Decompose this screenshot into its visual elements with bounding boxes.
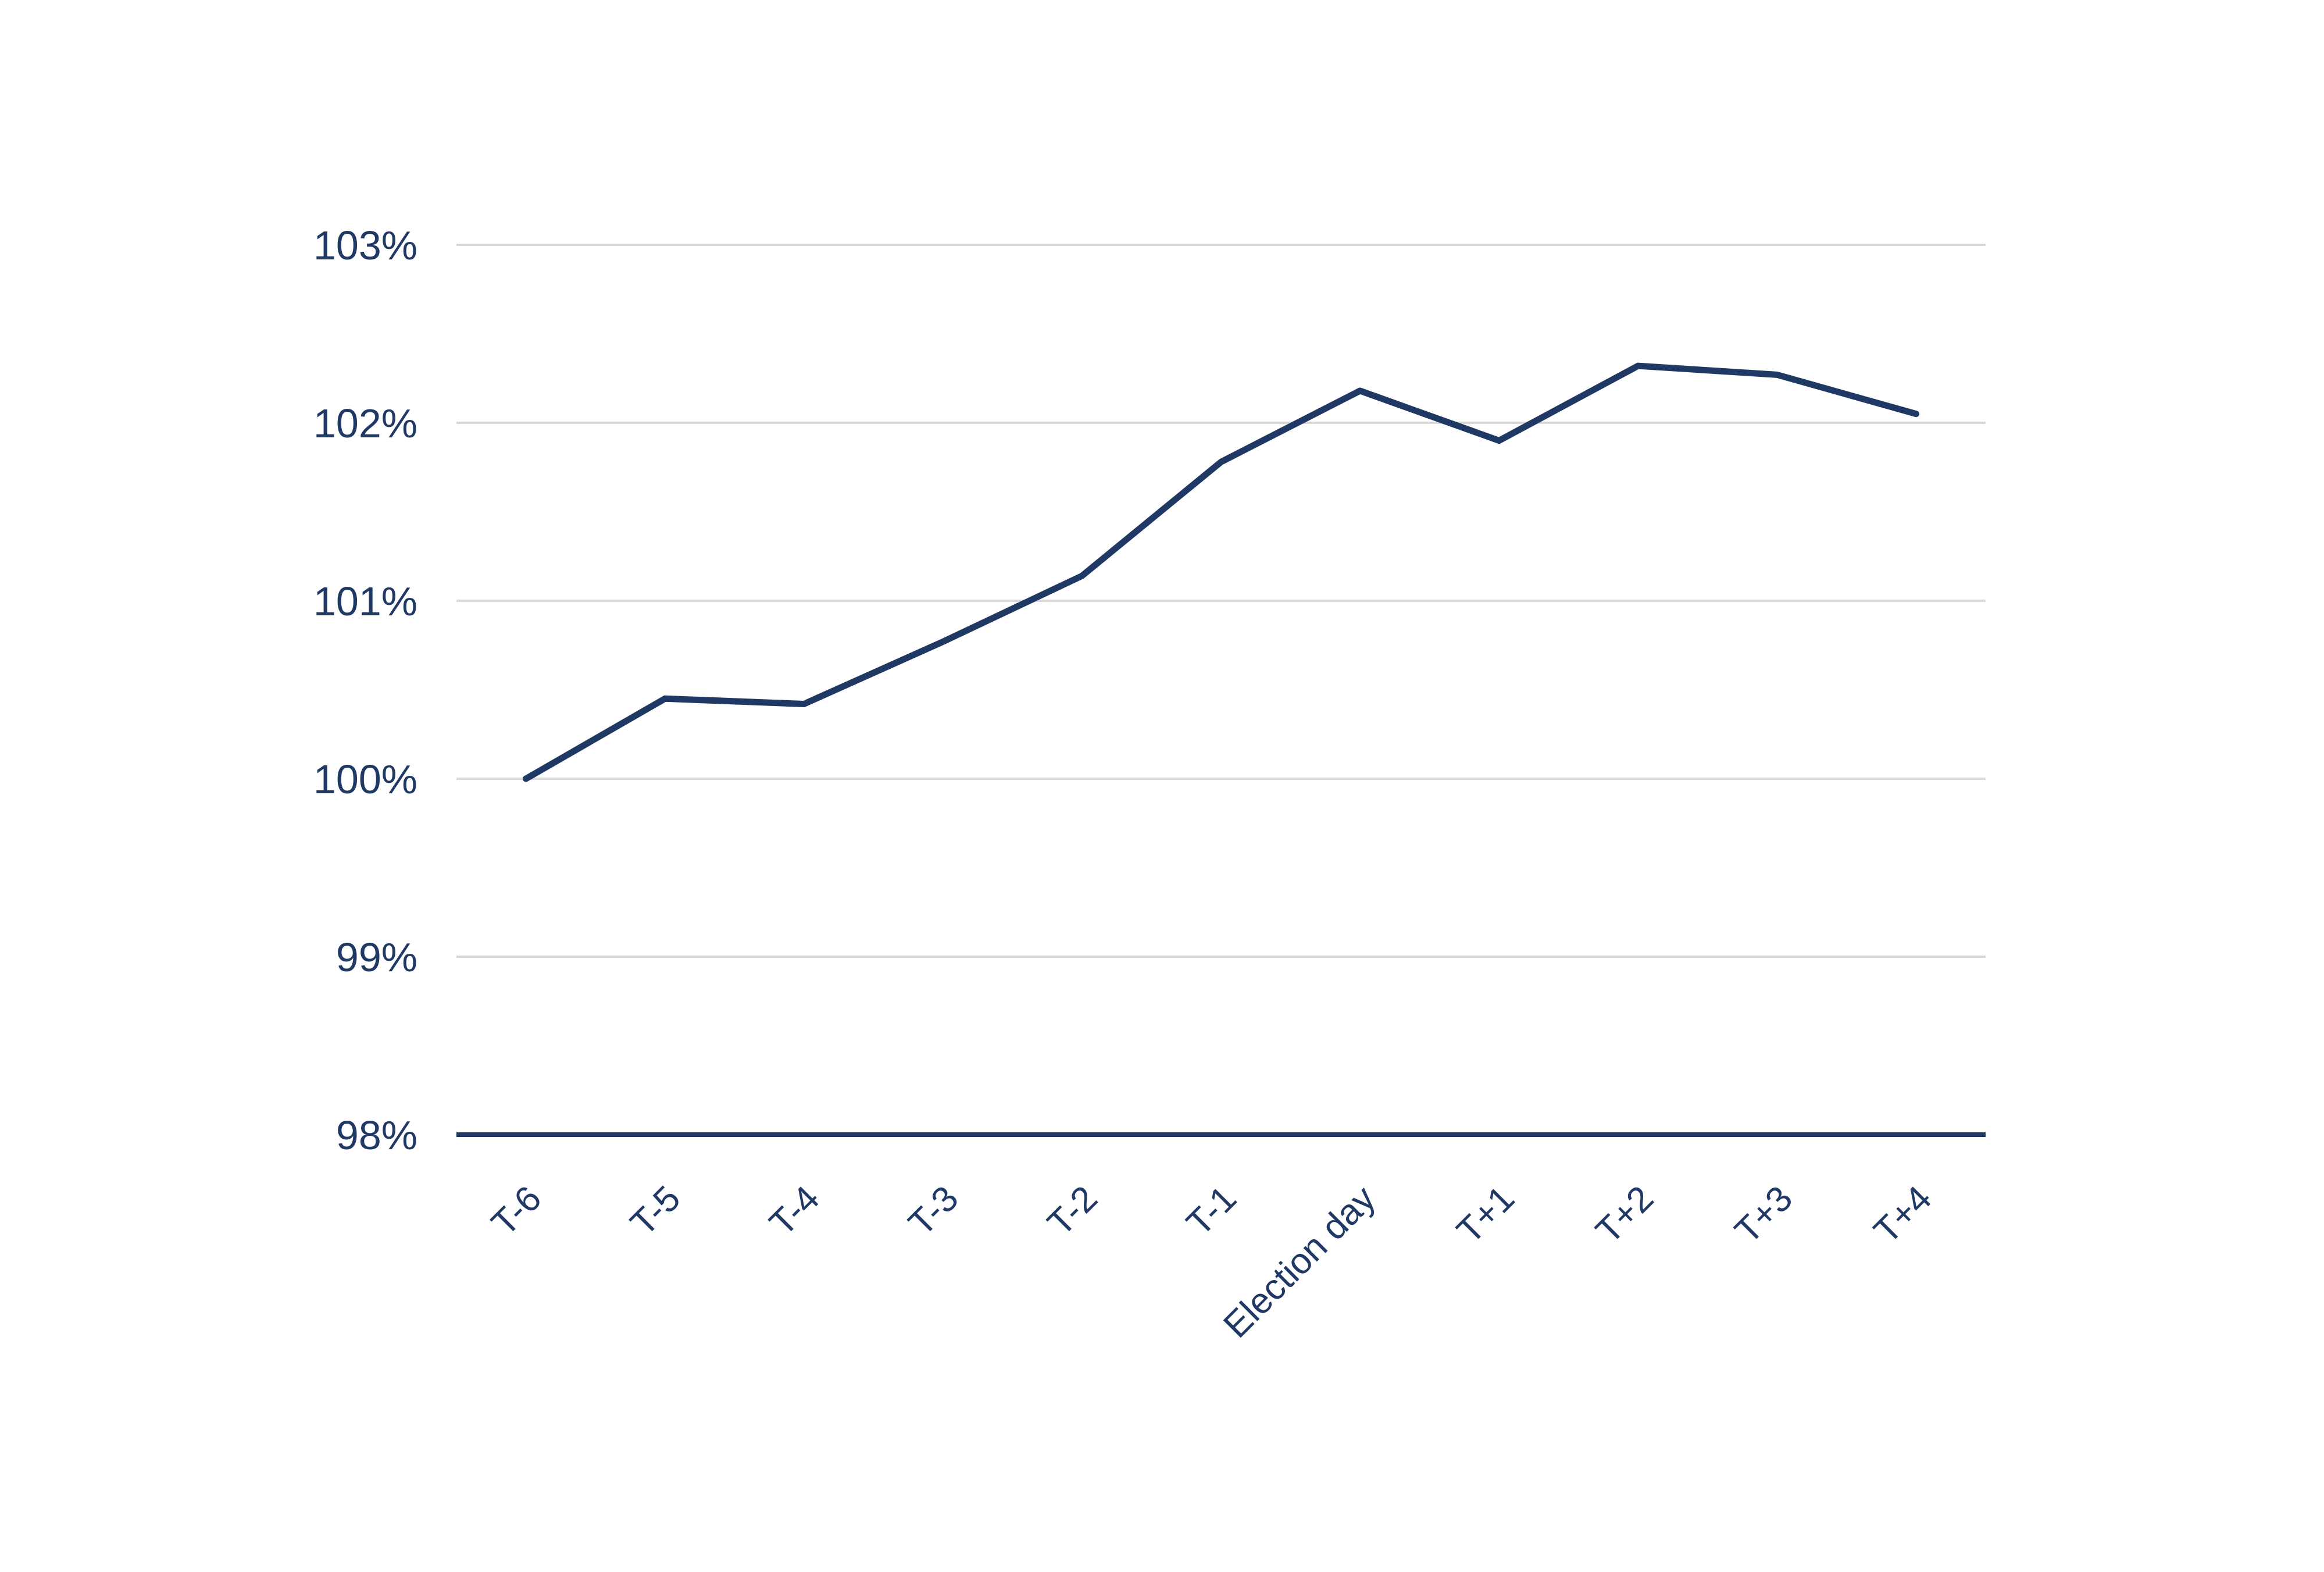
gridlines — [456, 244, 1986, 1137]
x-axis-tick-label: T-5 — [623, 1178, 688, 1243]
x-axis-tick-label: Election day — [1216, 1178, 1383, 1346]
y-axis-tick-label: 100% — [313, 757, 417, 802]
x-axis-tick-label: T-1 — [1179, 1178, 1244, 1243]
y-axis-tick-label: 98% — [336, 1113, 417, 1158]
x-axis-tick-label: T+4 — [1866, 1178, 1940, 1252]
x-axis-tick-label: T-6 — [484, 1178, 549, 1243]
data-line — [523, 362, 1919, 782]
x-axis-labels: T-6 T-5 T-4 T-3 T-2 T-1 Election day T+1… — [484, 1178, 1939, 1346]
y-axis-tick-label: 102% — [313, 401, 417, 446]
y-axis-tick-label: 103% — [313, 223, 417, 268]
x-axis-tick-label: T+3 — [1727, 1178, 1801, 1252]
x-axis-tick-label: T-4 — [762, 1178, 827, 1243]
y-axis-tick-label: 101% — [313, 579, 417, 624]
y-axis-labels: 103% 102% 101% 100% 99% 98% — [313, 223, 417, 1158]
y-axis-tick-label: 99% — [336, 935, 417, 980]
x-axis-tick-label: T-2 — [1040, 1178, 1105, 1243]
x-axis-tick-label: T+2 — [1588, 1178, 1662, 1252]
x-axis-tick-label: T-3 — [901, 1178, 966, 1243]
x-axis-tick-label: T+1 — [1450, 1178, 1523, 1252]
